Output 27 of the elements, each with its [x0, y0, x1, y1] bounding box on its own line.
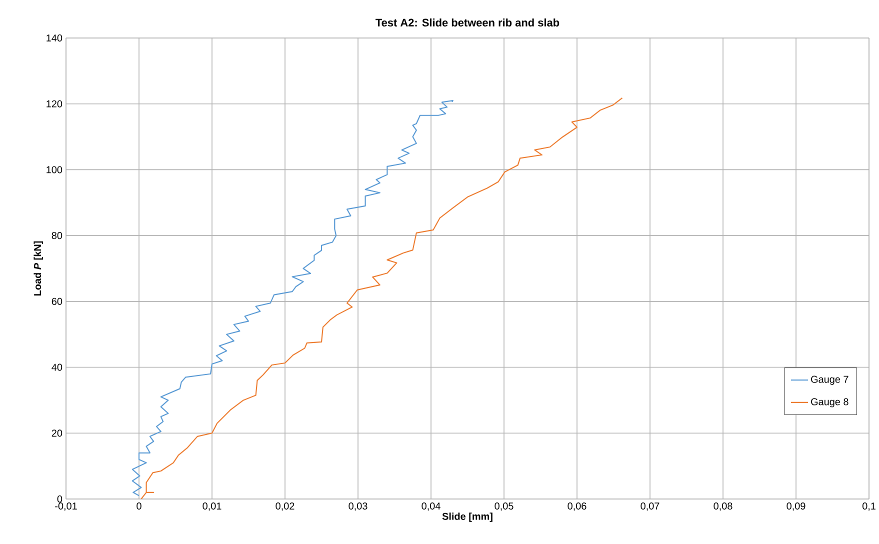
x-tick-label: 0 — [136, 502, 142, 510]
chart-title: Test A2: Slide between rib and slab — [376, 18, 560, 26]
y-tick-label: 80 — [52, 232, 62, 240]
x-tick-label: 0,02 — [276, 502, 294, 511]
x-axis-title: Slide [mm] — [442, 512, 492, 522]
x-tick-label: 0,1 — [862, 502, 876, 511]
y-tick-label: 100 — [46, 166, 62, 174]
x-tick-label: 0,06 — [568, 502, 586, 511]
y-axis-title: Load P [kN] — [34, 241, 44, 296]
legend-label: Gauge 8 — [811, 398, 848, 408]
y-tick-label: 0 — [57, 495, 62, 503]
x-tick-label: 0,03 — [348, 502, 368, 511]
y-tick-label: 120 — [46, 100, 62, 108]
x-tick-label: 0,07 — [640, 502, 660, 511]
x-tick-label: 0,08 — [714, 502, 732, 511]
x-tick-label: 0,04 — [422, 502, 440, 511]
y-tick-label: 40 — [52, 364, 62, 371]
x-tick-label: 0,05 — [494, 502, 514, 511]
legend-label: Gauge 7 — [811, 376, 848, 385]
x-tick-label: 0,01 — [202, 502, 222, 511]
line-series — [132, 100, 454, 496]
y-tick-label: 60 — [52, 298, 62, 305]
y-tick-label: 20 — [52, 430, 62, 437]
x-tick-label: 0,09 — [786, 502, 806, 511]
line-series — [140, 97, 623, 499]
y-tick-label: 140 — [46, 34, 62, 42]
x-tick-label: -0,01 — [55, 502, 77, 511]
